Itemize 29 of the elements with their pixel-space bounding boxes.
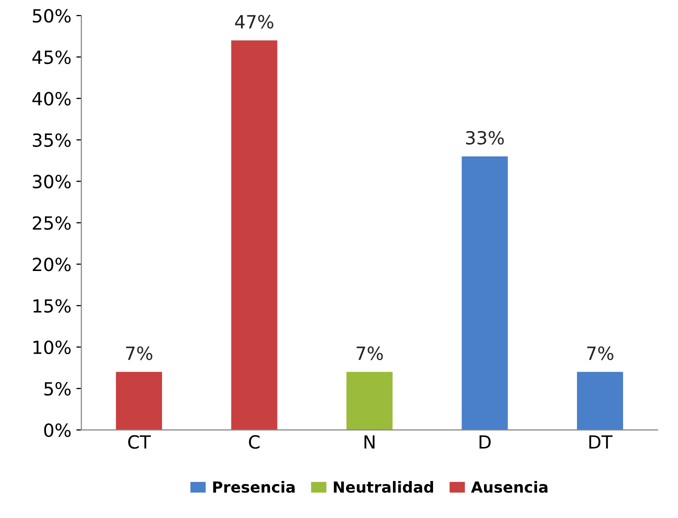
legend-label: Ausencia [471,480,548,493]
legend-label: Presencia [213,480,295,493]
x-tick-label: D [480,435,491,449]
y-tick-label: 30% [32,174,71,188]
x-tick-label: CT [128,435,151,449]
bar [116,372,162,430]
y-tick-label: 35% [32,133,71,147]
bar [462,156,508,430]
y-tick-label: 45% [32,50,71,64]
legend-label: Neutralidad [334,480,434,493]
y-tick-label: 25% [32,216,71,230]
data-label: 7% [587,346,614,360]
data-label: 33% [466,130,504,145]
y-tick-label: 20% [32,258,71,272]
y-tick-label: 50% [32,9,71,23]
x-tick-label: C [248,435,260,449]
bar [576,372,624,430]
x-tick-label: DT [589,435,613,449]
x-tick-label: N [364,435,374,449]
bar [231,40,278,430]
y-tick-label: 10% [33,340,71,354]
y-tick-label: 5% [44,382,71,396]
data-label: 7% [126,346,152,360]
bar [346,372,393,430]
data-label: 7% [356,346,383,360]
y-tick-label: 40% [32,92,71,106]
y-tick-label: 0% [44,423,71,438]
y-tick-label: 15% [33,299,71,313]
data-label: 47% [235,14,274,29]
